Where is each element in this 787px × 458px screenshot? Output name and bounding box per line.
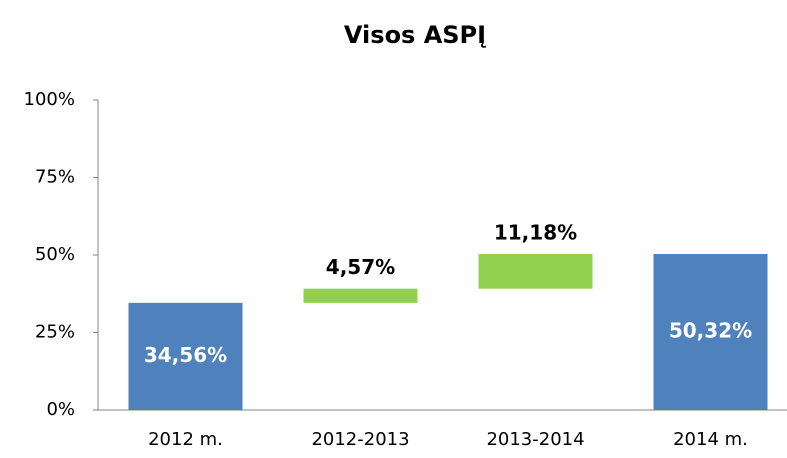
bar [653, 254, 768, 410]
x-tick-label: 2014 m. [673, 429, 748, 450]
data-label: 50,32% [669, 319, 752, 343]
y-tick-label: 25% [35, 322, 75, 343]
chart-title: Visos ASPĮ [344, 21, 486, 49]
x-tick-label: 2012-2013 [311, 429, 409, 450]
data-label: 11,18% [494, 221, 577, 245]
bar [128, 302, 243, 410]
data-label: 34,56% [144, 343, 227, 367]
x-tick-label: 2012 m. [148, 429, 223, 450]
bar [303, 288, 418, 303]
x-tick-label: 2013-2014 [486, 429, 584, 450]
y-tick-label: 50% [35, 244, 75, 265]
bar [478, 254, 593, 289]
y-tick-label: 0% [46, 399, 75, 420]
y-tick-label: 75% [35, 167, 75, 188]
y-tick-label: 100% [24, 89, 75, 110]
data-label: 4,57% [326, 255, 395, 279]
